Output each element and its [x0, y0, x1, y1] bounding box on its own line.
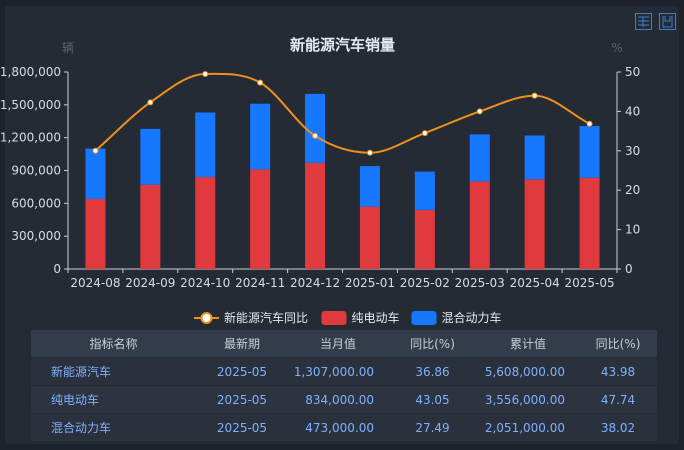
- yoy-point: [147, 99, 154, 106]
- bar-bev: [140, 184, 161, 269]
- table-cell: 1,307,000.00: [288, 357, 388, 386]
- x-tick-label: 2024-10: [180, 276, 230, 290]
- yoy-line: [94, 72, 591, 154]
- bar-hybrid: [195, 112, 216, 178]
- table-header-cell: 指标名称: [31, 330, 196, 358]
- table-header-cell: 同比(%): [579, 330, 657, 358]
- save-image-icon[interactable]: [659, 13, 676, 30]
- y-left-tick-label: 300,000: [11, 229, 61, 243]
- table-cell: 38.02: [579, 413, 657, 441]
- y-right-tick-label: 20: [625, 183, 640, 197]
- table-cell: 2025-05: [196, 385, 288, 414]
- data-view-icon[interactable]: [635, 13, 652, 30]
- yoy-point: [476, 108, 483, 115]
- table-header-cell: 累计值: [477, 330, 579, 358]
- y-right-tick-label: 40: [625, 104, 640, 118]
- table-cell: 43.05: [388, 385, 477, 414]
- table-cell: 473,000.00: [288, 413, 388, 441]
- bar-hybrid: [579, 125, 600, 178]
- yoy-point: [586, 120, 593, 127]
- table-header-row: 指标名称 最新期 当月值 同比(%) 累计值 同比(%): [31, 330, 657, 358]
- table-cell: 2,051,000.00: [477, 413, 579, 441]
- sales-chart: 新能源汽车销量 辆 % 0 300,000 600,000 900,000 1,200,000…: [0, 36, 640, 325]
- legend-bar-swatch: [411, 311, 437, 325]
- legend-line-marker: [200, 312, 213, 324]
- table-cell: 5,608,000.00: [477, 357, 579, 386]
- bar-bev: [85, 198, 106, 269]
- bar-hybrid: [414, 171, 435, 210]
- yoy-point: [366, 149, 373, 156]
- x-tick-label: 2025-03: [455, 276, 505, 290]
- table-row: 混合动力车 2025-05 473,000.00 27.49 2,051,000…: [31, 413, 657, 441]
- bar-hybrid: [85, 148, 106, 199]
- table-row: 新能源汽车 2025-05 1,307,000.00 36.86 5,608,0…: [31, 357, 657, 386]
- x-tick-label: 2024-08: [70, 276, 120, 290]
- table-cell: 2025-05: [196, 357, 288, 386]
- yoy-point: [202, 70, 209, 77]
- y-right-tick-label: 50: [625, 65, 640, 79]
- y-left-tick-label: 1,500,000: [0, 98, 61, 112]
- table-cell: 新能源汽车: [31, 357, 196, 386]
- bar-bev: [305, 162, 326, 269]
- legend-bar-swatch: [321, 311, 347, 325]
- table-cell: 27.49: [388, 413, 477, 441]
- y-left-tick-label: 1,200,000: [0, 131, 61, 145]
- bar-hybrid: [359, 166, 380, 207]
- table-cell: 36.86: [388, 357, 477, 386]
- bar-hybrid: [140, 128, 161, 185]
- x-tick-label: 2024-12: [290, 276, 340, 290]
- bar-bev: [579, 177, 600, 269]
- table-cell: 47.74: [579, 385, 657, 414]
- y-left-tick-label: 0: [53, 262, 61, 276]
- x-tick-label: 2025-05: [564, 276, 614, 290]
- table-cell: 834,000.00: [288, 385, 388, 414]
- x-tick-label: 2025-04: [510, 276, 560, 290]
- bar-bev: [469, 181, 490, 269]
- y-right-tick-label: 30: [625, 144, 640, 158]
- y-right-axis-label: %: [611, 41, 622, 55]
- y-right-tick-label: 0: [625, 262, 633, 276]
- yoy-point: [92, 147, 99, 154]
- y-left-tick-label: 600,000: [11, 196, 61, 210]
- y-left-tick-label: 900,000: [11, 164, 61, 178]
- legend-label: 纯电动车: [352, 310, 400, 325]
- bar-bev: [359, 206, 380, 269]
- table-cell: 纯电动车: [31, 385, 196, 414]
- y-left-axis-label: 辆: [62, 41, 74, 55]
- bar-hybrid: [524, 135, 545, 180]
- table-cell: 2025-05: [196, 413, 288, 441]
- summary-table: 指标名称 最新期 当月值 同比(%) 累计值 同比(%) 新能源汽车 2025-…: [31, 330, 657, 441]
- bar-hybrid: [469, 134, 490, 182]
- bar-hybrid: [250, 103, 271, 170]
- bar-bev: [414, 209, 435, 269]
- x-tick-label: 2025-02: [400, 276, 450, 290]
- legend-label: 新能源汽车同比: [224, 310, 308, 325]
- yoy-point: [312, 132, 319, 139]
- table-header-cell: 当月值: [288, 330, 388, 358]
- x-tick-label: 2024-11: [235, 276, 285, 290]
- yoy-point: [531, 92, 538, 99]
- bar-bev: [524, 179, 545, 269]
- table-cell: 3,556,000.00: [477, 385, 579, 414]
- table-header-cell: 同比(%): [388, 330, 477, 358]
- bar-bev: [250, 169, 271, 269]
- bar-hybrid: [305, 93, 326, 163]
- table-cell: 混合动力车: [31, 413, 196, 441]
- table-row: 纯电动车 2025-05 834,000.00 43.05 3,556,000.…: [31, 385, 657, 414]
- y-left-tick-label: 1,800,000: [0, 65, 61, 79]
- yoy-point: [421, 130, 428, 137]
- bar-bev: [195, 177, 216, 269]
- x-tick-label: 2025-01: [345, 276, 395, 290]
- x-tick-label: 2024-09: [125, 276, 175, 290]
- table-cell: 43.98: [579, 357, 657, 386]
- y-right-tick-label: 10: [625, 223, 640, 237]
- legend-label: 混合动力车: [442, 310, 502, 325]
- yoy-point: [257, 79, 264, 86]
- table-header-cell: 最新期: [196, 330, 288, 358]
- chart-title: 新能源汽车销量: [290, 36, 395, 54]
